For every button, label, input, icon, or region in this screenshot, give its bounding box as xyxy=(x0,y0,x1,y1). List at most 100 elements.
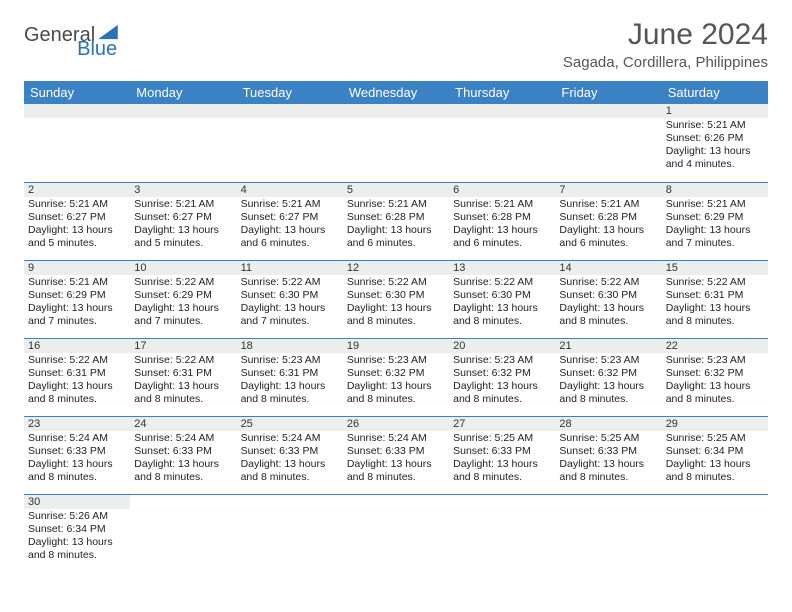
weekday-header: Friday xyxy=(555,81,661,104)
day-details: Sunrise: 5:22 AMSunset: 6:30 PMDaylight:… xyxy=(555,275,661,331)
sunrise-text: Sunrise: 5:23 AM xyxy=(453,354,551,367)
calendar-day-cell: 8Sunrise: 5:21 AMSunset: 6:29 PMDaylight… xyxy=(662,182,768,260)
day-details: Sunrise: 5:22 AMSunset: 6:31 PMDaylight:… xyxy=(130,353,236,409)
calendar-day-cell: 11Sunrise: 5:22 AMSunset: 6:30 PMDayligh… xyxy=(237,260,343,338)
calendar-day-cell: 17Sunrise: 5:22 AMSunset: 6:31 PMDayligh… xyxy=(130,338,236,416)
sunrise-text: Sunrise: 5:22 AM xyxy=(453,276,551,289)
sunset-text: Sunset: 6:28 PM xyxy=(347,211,445,224)
day-details: Sunrise: 5:25 AMSunset: 6:33 PMDaylight:… xyxy=(555,431,661,487)
daylight-text: Daylight: 13 hours and 8 minutes. xyxy=(28,380,126,406)
day-details: Sunrise: 5:21 AMSunset: 6:28 PMDaylight:… xyxy=(555,197,661,253)
day-details: Sunrise: 5:25 AMSunset: 6:33 PMDaylight:… xyxy=(449,431,555,487)
calendar-week-row: 30Sunrise: 5:26 AMSunset: 6:34 PMDayligh… xyxy=(24,494,768,572)
day-number: 24 xyxy=(130,417,236,431)
day-number: 2 xyxy=(24,183,130,197)
weekday-header: Monday xyxy=(130,81,236,104)
daylight-text: Daylight: 13 hours and 8 minutes. xyxy=(453,380,551,406)
calendar-day-cell xyxy=(662,494,768,572)
daylight-text: Daylight: 13 hours and 8 minutes. xyxy=(666,380,764,406)
calendar-day-cell xyxy=(24,104,130,182)
daylight-text: Daylight: 13 hours and 8 minutes. xyxy=(453,302,551,328)
calendar-day-cell: 9Sunrise: 5:21 AMSunset: 6:29 PMDaylight… xyxy=(24,260,130,338)
day-number: 23 xyxy=(24,417,130,431)
day-details: Sunrise: 5:24 AMSunset: 6:33 PMDaylight:… xyxy=(24,431,130,487)
calendar-day-cell xyxy=(555,104,661,182)
day-details: Sunrise: 5:23 AMSunset: 6:32 PMDaylight:… xyxy=(662,353,768,409)
day-number: 8 xyxy=(662,183,768,197)
sunset-text: Sunset: 6:33 PM xyxy=(241,445,339,458)
sunset-text: Sunset: 6:30 PM xyxy=(241,289,339,302)
daylight-text: Daylight: 13 hours and 6 minutes. xyxy=(559,224,657,250)
sunset-text: Sunset: 6:27 PM xyxy=(134,211,232,224)
day-number: 4 xyxy=(237,183,343,197)
day-number xyxy=(237,104,343,118)
day-details: Sunrise: 5:24 AMSunset: 6:33 PMDaylight:… xyxy=(130,431,236,487)
day-number: 26 xyxy=(343,417,449,431)
calendar-day-cell: 21Sunrise: 5:23 AMSunset: 6:32 PMDayligh… xyxy=(555,338,661,416)
calendar-day-cell: 19Sunrise: 5:23 AMSunset: 6:32 PMDayligh… xyxy=(343,338,449,416)
sunrise-text: Sunrise: 5:24 AM xyxy=(28,432,126,445)
calendar-day-cell: 28Sunrise: 5:25 AMSunset: 6:33 PMDayligh… xyxy=(555,416,661,494)
day-number: 12 xyxy=(343,261,449,275)
calendar-day-cell xyxy=(237,104,343,182)
sunset-text: Sunset: 6:31 PM xyxy=(28,367,126,380)
day-number: 30 xyxy=(24,495,130,509)
daylight-text: Daylight: 13 hours and 5 minutes. xyxy=(134,224,232,250)
day-details: Sunrise: 5:25 AMSunset: 6:34 PMDaylight:… xyxy=(662,431,768,487)
day-details: Sunrise: 5:21 AMSunset: 6:28 PMDaylight:… xyxy=(343,197,449,253)
daylight-text: Daylight: 13 hours and 7 minutes. xyxy=(134,302,232,328)
day-number xyxy=(449,104,555,118)
day-number: 17 xyxy=(130,339,236,353)
calendar-day-cell xyxy=(343,104,449,182)
brand-logo: GeneralBlue xyxy=(24,24,119,58)
sunset-text: Sunset: 6:32 PM xyxy=(347,367,445,380)
calendar-table: Sunday Monday Tuesday Wednesday Thursday… xyxy=(24,81,768,572)
month-title: June 2024 xyxy=(563,18,768,52)
sunset-text: Sunset: 6:32 PM xyxy=(666,367,764,380)
day-number: 11 xyxy=(237,261,343,275)
sunrise-text: Sunrise: 5:25 AM xyxy=(666,432,764,445)
sunset-text: Sunset: 6:31 PM xyxy=(666,289,764,302)
sunrise-text: Sunrise: 5:22 AM xyxy=(134,354,232,367)
daylight-text: Daylight: 13 hours and 8 minutes. xyxy=(347,458,445,484)
daylight-text: Daylight: 13 hours and 7 minutes. xyxy=(28,302,126,328)
sunset-text: Sunset: 6:33 PM xyxy=(347,445,445,458)
day-details: Sunrise: 5:23 AMSunset: 6:32 PMDaylight:… xyxy=(449,353,555,409)
day-number: 1 xyxy=(662,104,768,118)
calendar-day-cell xyxy=(130,494,236,572)
sunrise-text: Sunrise: 5:23 AM xyxy=(666,354,764,367)
sunrise-text: Sunrise: 5:21 AM xyxy=(666,198,764,211)
weekday-header: Saturday xyxy=(662,81,768,104)
day-details: Sunrise: 5:21 AMSunset: 6:28 PMDaylight:… xyxy=(449,197,555,253)
daylight-text: Daylight: 13 hours and 8 minutes. xyxy=(559,458,657,484)
calendar-day-cell: 4Sunrise: 5:21 AMSunset: 6:27 PMDaylight… xyxy=(237,182,343,260)
calendar-week-row: 1Sunrise: 5:21 AMSunset: 6:26 PMDaylight… xyxy=(24,104,768,182)
daylight-text: Daylight: 13 hours and 6 minutes. xyxy=(453,224,551,250)
day-number: 6 xyxy=(449,183,555,197)
day-number: 14 xyxy=(555,261,661,275)
sunrise-text: Sunrise: 5:22 AM xyxy=(28,354,126,367)
calendar-day-cell: 6Sunrise: 5:21 AMSunset: 6:28 PMDaylight… xyxy=(449,182,555,260)
day-number: 19 xyxy=(343,339,449,353)
sunset-text: Sunset: 6:33 PM xyxy=(134,445,232,458)
daylight-text: Daylight: 13 hours and 5 minutes. xyxy=(28,224,126,250)
day-details: Sunrise: 5:21 AMSunset: 6:27 PMDaylight:… xyxy=(237,197,343,253)
calendar-day-cell: 27Sunrise: 5:25 AMSunset: 6:33 PMDayligh… xyxy=(449,416,555,494)
day-number xyxy=(130,104,236,118)
sunset-text: Sunset: 6:30 PM xyxy=(453,289,551,302)
sunset-text: Sunset: 6:29 PM xyxy=(666,211,764,224)
day-number: 7 xyxy=(555,183,661,197)
daylight-text: Daylight: 13 hours and 8 minutes. xyxy=(559,380,657,406)
day-details: Sunrise: 5:24 AMSunset: 6:33 PMDaylight:… xyxy=(343,431,449,487)
location-label: Sagada, Cordillera, Philippines xyxy=(563,54,768,71)
day-number: 22 xyxy=(662,339,768,353)
day-details: Sunrise: 5:21 AMSunset: 6:27 PMDaylight:… xyxy=(24,197,130,253)
day-number: 16 xyxy=(24,339,130,353)
day-details: Sunrise: 5:21 AMSunset: 6:29 PMDaylight:… xyxy=(662,197,768,253)
day-number: 27 xyxy=(449,417,555,431)
daylight-text: Daylight: 13 hours and 8 minutes. xyxy=(453,458,551,484)
calendar-day-cell: 16Sunrise: 5:22 AMSunset: 6:31 PMDayligh… xyxy=(24,338,130,416)
sunset-text: Sunset: 6:34 PM xyxy=(28,523,126,536)
day-number: 13 xyxy=(449,261,555,275)
sunrise-text: Sunrise: 5:21 AM xyxy=(28,198,126,211)
